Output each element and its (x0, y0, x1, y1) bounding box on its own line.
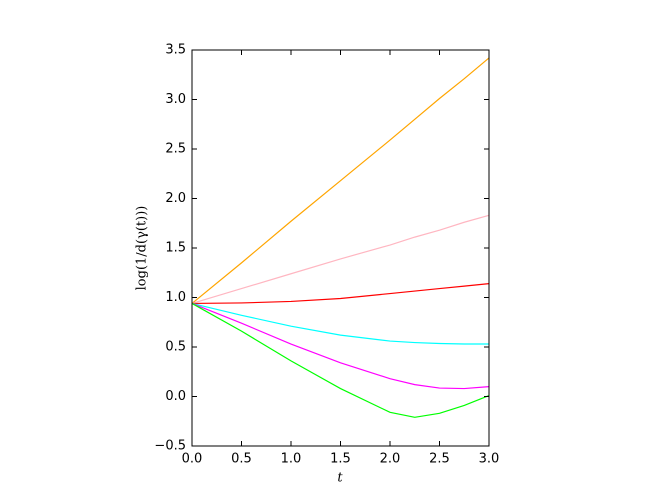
line-series (191, 283, 490, 305)
y-tick-label: 3.5 (165, 43, 186, 58)
y-tick-label: 1.5 (165, 241, 186, 256)
x-tick-label: 2.5 (429, 452, 450, 467)
y-tick-label: −0.5 (154, 439, 186, 454)
x-tick-label: 3.0 (479, 452, 500, 467)
y-tick-label: 3.0 (165, 92, 186, 107)
x-axis-label: t (337, 471, 343, 486)
x-tick-label: 2.0 (380, 452, 401, 467)
x-tick-label: 0.5 (231, 452, 252, 467)
y-tick-label: 1.0 (165, 290, 186, 305)
y-axis-label: log(1/d(γ(t))) (135, 206, 150, 291)
y-tick-label: 2.0 (165, 191, 186, 206)
y-tick-label: 2.5 (165, 142, 186, 157)
line-series (191, 302, 490, 390)
line-series (191, 214, 490, 305)
x-tick-label: 1.5 (330, 452, 351, 467)
line-series (191, 302, 490, 418)
y-tick-label: 0.0 (165, 389, 186, 404)
x-tick-label: 1.0 (281, 452, 302, 467)
line-series (191, 302, 489, 345)
y-tick-label: 0.5 (165, 340, 186, 355)
line-series (191, 57, 490, 304)
x-tick-label: 0.0 (182, 452, 203, 467)
